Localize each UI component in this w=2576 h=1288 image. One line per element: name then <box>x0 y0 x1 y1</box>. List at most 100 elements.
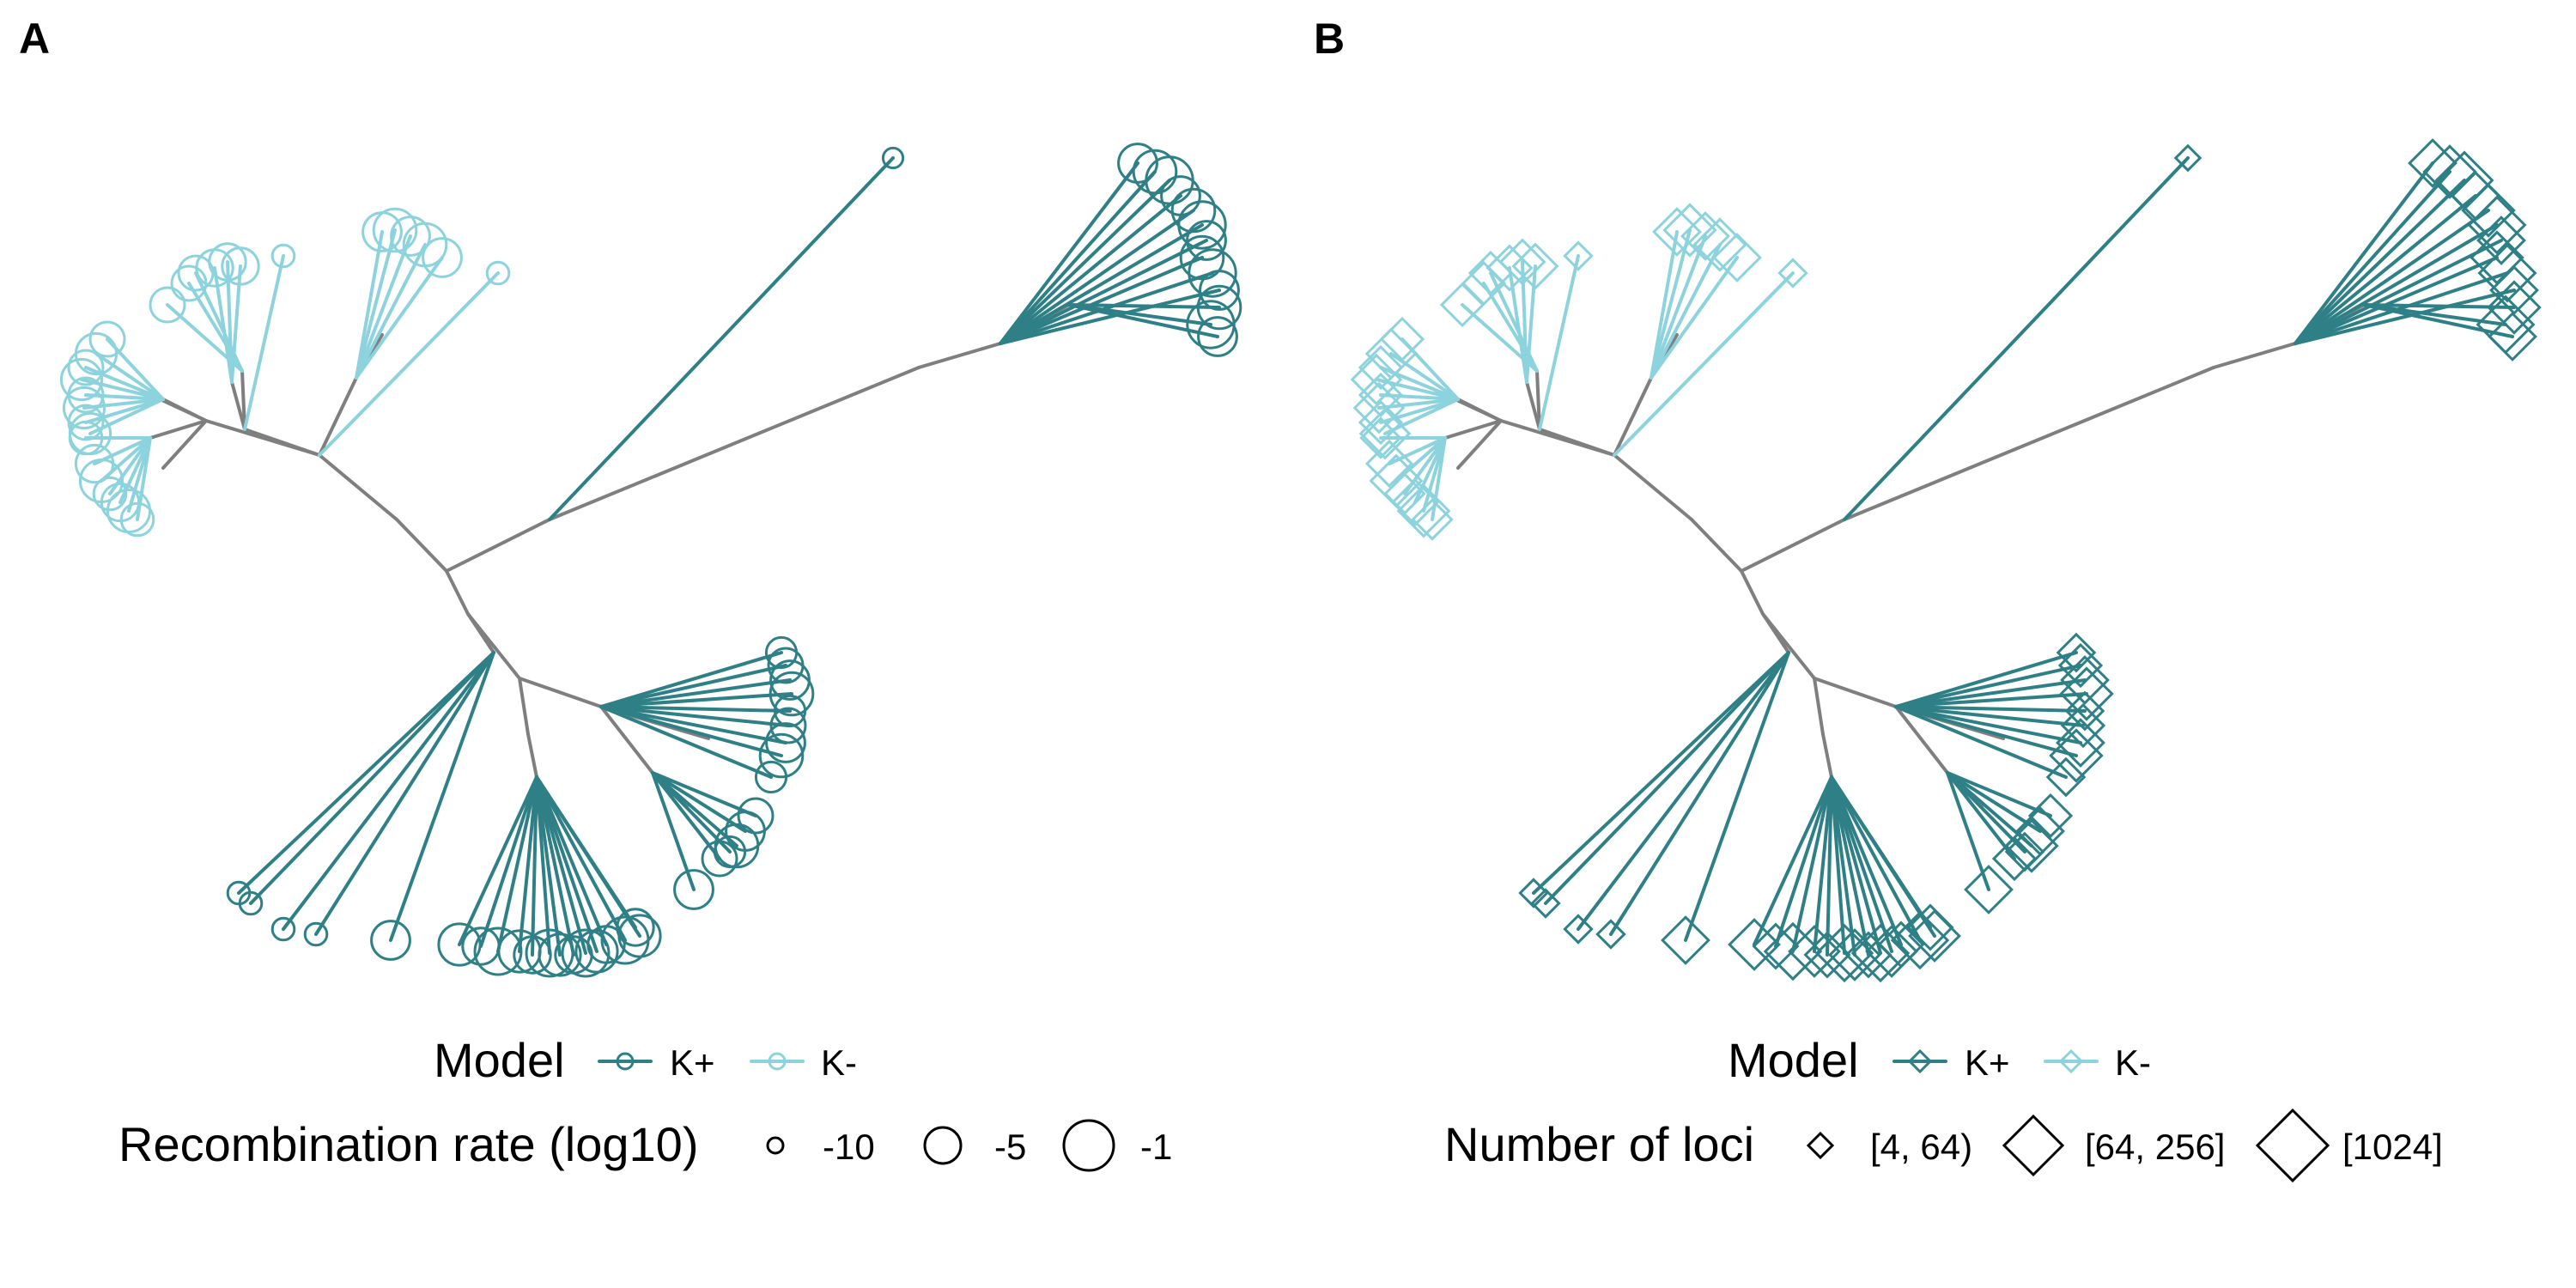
tip-marker <box>1865 925 1918 978</box>
tree-edge <box>1813 677 1898 708</box>
tip-branch <box>314 651 495 936</box>
tip-branch <box>2293 209 2490 345</box>
tip-branch <box>100 436 152 483</box>
tip-marker <box>769 707 807 744</box>
tip-branch <box>94 352 165 401</box>
tip-branch <box>1830 775 1903 946</box>
tip-marker <box>600 915 650 965</box>
tip-marker <box>1788 925 1841 978</box>
legend-key-marker <box>1907 1048 1933 1074</box>
size-key-small <box>766 1136 785 1155</box>
tip-branch <box>1609 651 1790 936</box>
tip-branch <box>599 705 792 713</box>
tip-marker <box>1396 483 1451 538</box>
panel-a-model-label-kminus: K- <box>821 1042 857 1083</box>
tip-marker <box>59 357 104 402</box>
legend-key-marker <box>768 1052 787 1071</box>
tip-branch <box>1894 705 2078 757</box>
tip-branch <box>1894 705 2085 727</box>
tip-marker <box>270 916 296 942</box>
panel-b-legend: Model K+ K- Number of loci [4, 64) [64, … <box>1444 1033 2443 1183</box>
tip-marker <box>1803 931 1851 979</box>
tip-branch <box>999 179 1171 345</box>
tip-branch <box>651 771 757 817</box>
tip-branch <box>2293 223 2499 345</box>
tip-branch <box>1544 651 1790 905</box>
tip-marker <box>1662 203 1717 258</box>
tip-marker <box>769 671 815 717</box>
tip-marker <box>1199 270 1240 311</box>
tip-marker <box>461 927 501 966</box>
tip-branch <box>548 156 895 521</box>
tip-marker <box>2173 143 2202 173</box>
tip-branch <box>1894 705 2087 713</box>
tip-branch <box>1830 775 1882 955</box>
tip-branch <box>2293 194 2477 345</box>
tip-branch <box>1613 271 1795 457</box>
panel-a-model-legend-title: Model <box>434 1033 565 1087</box>
tree-edge <box>1690 518 1743 573</box>
tip-marker <box>2049 728 2104 783</box>
tip-branch <box>1684 651 1790 942</box>
tip-branch <box>599 678 792 708</box>
tip-marker <box>1530 888 1561 919</box>
tree-edge <box>445 518 551 573</box>
tree-edge <box>1613 376 1653 457</box>
tip-marker <box>1359 416 1402 459</box>
tip-marker <box>754 760 788 794</box>
tip-marker <box>1890 910 1950 970</box>
tip-marker <box>765 722 806 763</box>
tree-edge <box>1761 612 1790 654</box>
tip-marker <box>1680 211 1730 261</box>
tip-marker <box>2488 312 2537 361</box>
tip-marker <box>303 921 329 947</box>
tip-branch <box>518 775 538 953</box>
tip-branch <box>2293 271 2509 345</box>
tip-branch <box>535 775 575 957</box>
tip-branch <box>1377 398 1460 410</box>
tip-branch <box>1894 651 2078 708</box>
tip-branch <box>1830 775 1936 938</box>
tip-marker <box>1563 914 1594 945</box>
tip-branch <box>999 239 1208 345</box>
tip-marker <box>473 927 523 976</box>
tip-branch <box>84 366 165 401</box>
tip-marker <box>2027 793 2074 839</box>
tip-marker <box>1364 439 1414 489</box>
tip-marker <box>1763 921 1823 981</box>
tip-branch <box>599 705 790 727</box>
tip-marker <box>1752 922 1800 970</box>
tip-branch <box>355 243 427 380</box>
tip-marker <box>437 922 482 967</box>
size-key-medium-diamond <box>2002 1114 2065 1177</box>
tip-branch <box>1830 775 1870 957</box>
tip-branch <box>1774 775 1833 948</box>
tree-edge <box>1740 569 1765 616</box>
tree-b <box>1350 138 2542 983</box>
tip-branch <box>1649 230 1679 380</box>
tree-edge <box>240 369 246 431</box>
tree-edge <box>1525 380 1541 431</box>
tip-branch <box>535 775 587 955</box>
tip-branch <box>599 692 793 708</box>
tip-branch <box>599 705 773 779</box>
tree-a <box>59 143 1242 978</box>
tip-marker <box>1358 344 1404 391</box>
tree-edge <box>318 453 398 521</box>
tree-edge <box>1613 453 1693 521</box>
tip-branch <box>1946 771 2016 860</box>
size-key-medium <box>923 1126 963 1165</box>
tip-marker <box>1661 915 1710 965</box>
tip-marker <box>390 216 431 257</box>
tip-marker <box>370 920 411 961</box>
tip-marker <box>561 928 611 978</box>
tip-marker <box>2057 642 2104 689</box>
tip-branch <box>1538 254 1580 431</box>
tip-marker <box>1358 407 1412 460</box>
tip-branch <box>1843 156 2190 521</box>
tip-marker <box>2060 655 2110 705</box>
tip-branch <box>2293 179 2466 345</box>
tip-marker <box>1188 248 1237 298</box>
tip-branch <box>535 775 598 953</box>
tip-branch <box>1894 678 2087 708</box>
